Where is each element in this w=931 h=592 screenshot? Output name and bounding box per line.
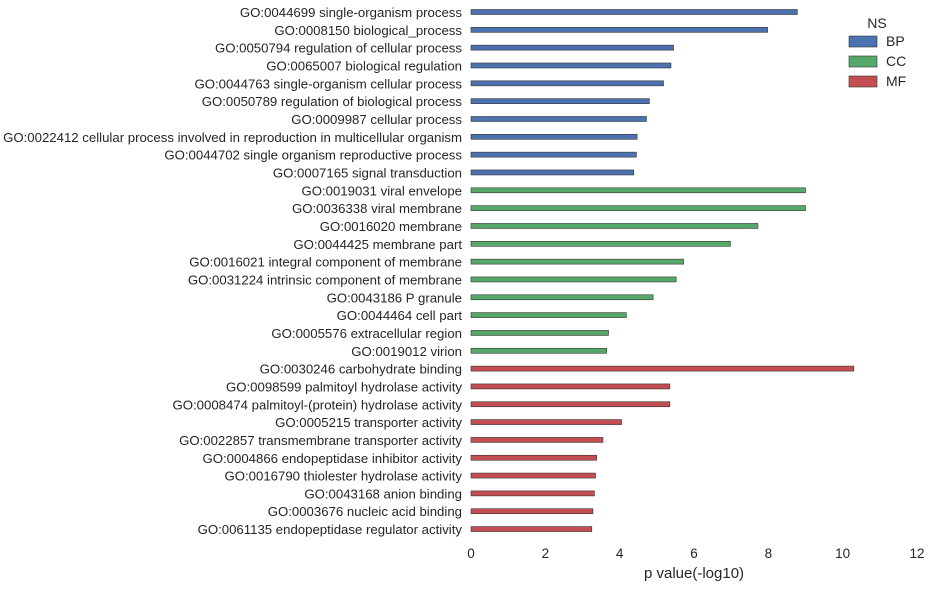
category-label: GO:0005215 transporter activity: [275, 415, 462, 430]
bars-layer: [470, 9, 855, 532]
category-label: GO:0016790 thiolester hydrolase activity: [224, 469, 462, 484]
category-label: GO:0043168 anion binding: [304, 486, 462, 501]
bar-cc: [470, 347, 607, 354]
category-label: GO:0044425 membrane part: [293, 237, 462, 252]
category-label: GO:0004866 endopeptidase inhibitor activ…: [202, 451, 462, 466]
legend-title: NS: [867, 15, 886, 31]
legend-label-bp: BP: [886, 33, 905, 49]
category-label: GO:0050794 regulation of cellular proces…: [215, 41, 462, 56]
category-label: GO:0043186 P granule: [327, 290, 462, 305]
bar-cc: [470, 276, 677, 283]
legend-swatch-mf: [848, 75, 878, 88]
category-label: GO:0022412 cellular process involved in …: [3, 130, 462, 145]
x-tick-label: 10: [835, 546, 850, 561]
bar-cc: [470, 187, 806, 194]
bar-mf: [470, 383, 671, 390]
legend: NS BP CC MF: [848, 15, 906, 89]
bar-bp: [470, 116, 647, 122]
x-tick-label: 0: [467, 546, 475, 561]
bar-bp: [470, 62, 672, 69]
category-label: GO:0008150 biological_process: [274, 23, 462, 38]
bar-mf: [470, 490, 595, 497]
category-label: GO:0016020 membrane: [320, 219, 462, 234]
bar-mf: [470, 472, 596, 479]
bar-cc: [470, 240, 731, 247]
bar-cc: [470, 330, 609, 336]
x-tick-label: 8: [765, 546, 773, 561]
category-label: GO:0036338 viral membrane: [292, 201, 462, 216]
x-axis-label: p value(-log10): [644, 565, 744, 582]
x-axis: 0 2 4 6 8 10 12: [467, 546, 924, 561]
bar-bp: [470, 27, 768, 33]
category-label: GO:0016021 integral component of membran…: [189, 255, 462, 270]
bar-mf: [470, 401, 671, 408]
bar-bp: [470, 98, 650, 104]
bar-bp: [470, 80, 664, 87]
category-label: GO:0003676 nucleic acid binding: [268, 504, 462, 519]
bar-bp: [470, 134, 638, 140]
bar-cc: [470, 294, 654, 301]
bar-mf: [470, 454, 597, 461]
category-label: GO:0031224 intrinsic component of membra…: [188, 272, 462, 287]
category-label: GO:0005576 extracellular region: [271, 326, 462, 341]
bar-bp: [470, 169, 635, 176]
legend-swatch-cc: [848, 55, 878, 68]
bar-mf: [470, 508, 594, 515]
category-label: GO:0019031 viral envelope: [301, 183, 462, 198]
category-label: GO:0007165 signal transduction: [273, 165, 462, 180]
category-label: GO:0050789 regulation of biological proc…: [202, 94, 463, 109]
x-tick-label: 4: [616, 546, 624, 561]
bar-bp: [470, 151, 637, 158]
category-label: GO:0030246 carbohydrate binding: [260, 362, 462, 377]
category-label: GO:0044763 single-organism cellular proc…: [194, 76, 462, 91]
bar-cc: [470, 205, 806, 211]
x-tick-label: 12: [909, 546, 924, 561]
bar-bp: [470, 9, 798, 15]
x-tick-label: 2: [542, 546, 550, 561]
bar-mf: [470, 437, 604, 443]
x-tick-label: 6: [690, 546, 698, 561]
category-label: GO:0044699 single-organism process: [240, 5, 463, 20]
bar-mf: [470, 365, 855, 372]
bar-cc: [470, 312, 627, 318]
category-label: GO:0065007 biological regulation: [266, 58, 462, 73]
legend-label-cc: CC: [886, 53, 906, 69]
bar-bp: [470, 44, 674, 51]
bar-mf: [470, 419, 622, 425]
bar-mf: [470, 526, 593, 532]
category-label: GO:0022857 transmembrane transporter act…: [179, 433, 462, 448]
category-label: GO:0098599 palmitoyl hydrolase activity: [226, 379, 462, 394]
bar-cc: [470, 223, 759, 229]
category-label: GO:0009987 cellular process: [291, 112, 462, 127]
category-label: GO:0044464 cell part: [337, 308, 463, 323]
legend-swatch-bp: [848, 35, 878, 48]
bar-cc: [470, 258, 684, 265]
legend-label-mf: MF: [886, 73, 906, 89]
category-label: GO:0044702 single organism reproductive …: [164, 148, 462, 163]
category-labels: GO:0044699 single-organism process GO:000…: [3, 5, 462, 537]
category-label: GO:0008474 palmitoyl-(protein) hydrolase…: [172, 397, 462, 412]
category-label: GO:0061135 endopeptidase regulator activ…: [198, 522, 463, 537]
category-label: GO:0019012 virion: [351, 344, 462, 359]
